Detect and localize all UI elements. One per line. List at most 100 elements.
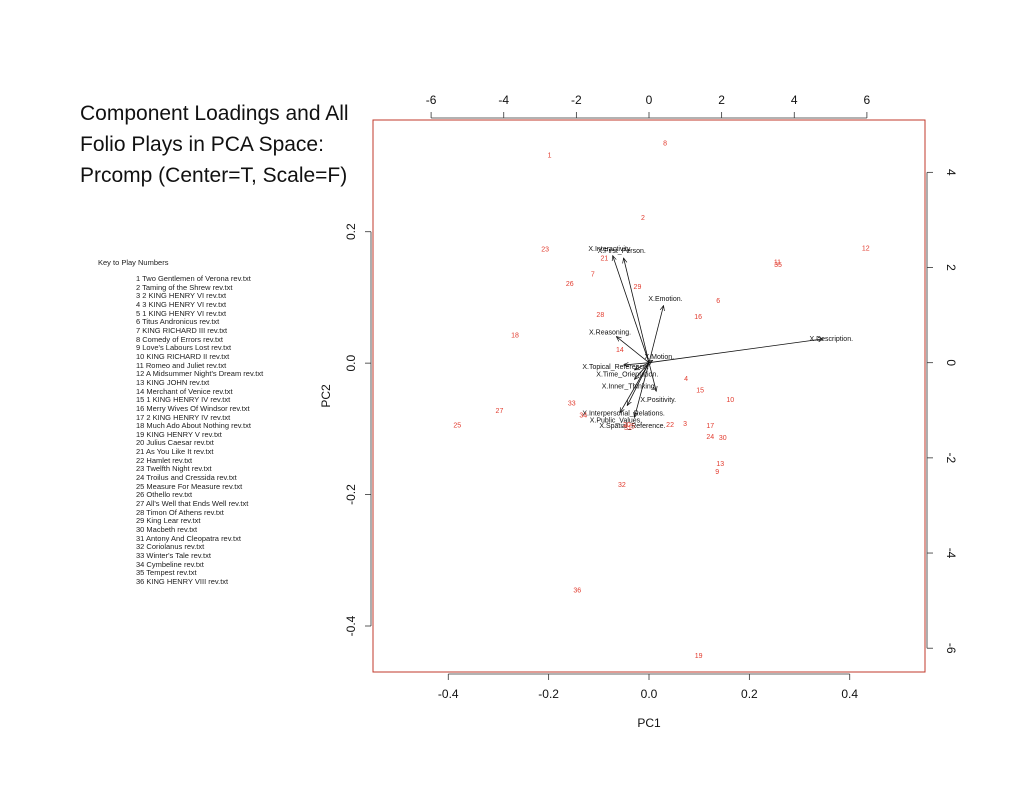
- loading-arrow: [634, 362, 650, 380]
- key-item: 12 A Midsummer Night's Dream rev.txt: [136, 369, 264, 379]
- loading-label: X.Topical_Reference.: [582, 364, 649, 371]
- play-point-label: 5: [631, 424, 635, 431]
- loading-arrow: [624, 363, 650, 365]
- play-point-label: 11: [774, 259, 781, 266]
- top-tick-label: -2: [571, 93, 582, 107]
- play-point-label: 1: [548, 152, 552, 159]
- y-tick-label: -0.4: [344, 615, 358, 636]
- key-item: 22 Hamlet rev.txt: [136, 455, 193, 465]
- play-point-label: 19: [695, 653, 703, 660]
- play-point-label: 20: [623, 422, 631, 429]
- play-point-label: 2: [641, 215, 645, 222]
- key-item: 7 KING RICHARD III rev.txt: [136, 325, 228, 335]
- key-item: 8 Comedy of Errors rev.txt: [136, 334, 223, 344]
- key-item: 19 KING HENRY V rev.txt: [136, 429, 222, 439]
- key-item: 29 King Lear rev.txt: [136, 516, 201, 526]
- y-axis-label: PC2: [319, 384, 333, 408]
- key-item: 18 Much Ado About Nothing rev.txt: [136, 421, 251, 431]
- play-point-label: 4: [684, 376, 688, 383]
- play-point-label: 8: [663, 141, 667, 148]
- key-item: 3 2 KING HENRY VI rev.txt: [136, 291, 227, 301]
- play-point-label: 29: [634, 284, 642, 291]
- x-tick-label: 0.4: [841, 687, 858, 701]
- play-point-label: 21: [600, 256, 608, 263]
- play-point-label: 23: [541, 246, 549, 253]
- key-item: 34 Cymbeline rev.txt: [136, 559, 204, 569]
- play-point-label: 13: [716, 461, 724, 468]
- play-point-label: 7: [591, 271, 595, 278]
- key-item: 9 Love's Labours Lost rev.txt: [136, 343, 232, 353]
- key-item: 35 Tempest rev.txt: [136, 568, 197, 578]
- y-tick-label: 0.0: [344, 354, 358, 371]
- loading-arrow: [634, 362, 650, 418]
- right-tick-label: -4: [944, 548, 958, 559]
- play-point-label: 34: [579, 413, 587, 420]
- loading-arrow: [634, 362, 650, 370]
- loading-arrow: [627, 362, 650, 406]
- play-key-list: 1 Two Gentlemen of Verona rev.txt 2 Tamin…: [136, 274, 264, 587]
- loading-arrow: [613, 256, 650, 363]
- key-item: 16 Merry Wives Of Windsor rev.txt: [136, 403, 250, 413]
- title-line-1: Component Loadings and All: [80, 102, 349, 125]
- play-point-label: 15: [696, 388, 704, 395]
- key-item: 13 KING JOHN rev.txt: [136, 377, 210, 387]
- key-item: 11 Romeo and Juliet rev.txt: [136, 360, 227, 370]
- loading-label: X.Inner_Thinking.: [602, 383, 657, 390]
- loading-label: X.First_Person.: [598, 248, 646, 255]
- key-heading: Key to Play Numbers: [98, 258, 169, 267]
- play-point-label: 14: [616, 347, 624, 354]
- play-point-label: 6: [716, 298, 720, 305]
- loading-arrow: [648, 362, 656, 392]
- key-item: 20 Julius Caesar rev.txt: [136, 438, 214, 448]
- y-tick-label: 0.2: [344, 223, 358, 240]
- x-tick-label: 0.2: [741, 687, 758, 701]
- right-tick-label: 2: [944, 264, 958, 271]
- play-point-label: 9: [715, 469, 719, 476]
- loading-label: X.Emotion.: [648, 296, 682, 303]
- key-item: 14 Merchant of Venice rev.txt: [136, 386, 233, 396]
- top-tick-label: 4: [791, 93, 798, 107]
- key-item: 4 3 KING HENRY VI rev.txt: [136, 299, 227, 309]
- x-tick-label: 0.0: [641, 687, 658, 701]
- loading-arrow: [648, 339, 823, 364]
- key-item: 21 As You Like It rev.txt: [136, 447, 214, 457]
- top-tick-label: -4: [498, 93, 509, 107]
- loading-label: X.Description.: [809, 336, 853, 343]
- play-point-label: 17: [706, 423, 714, 430]
- play-point-label: 33: [568, 401, 576, 408]
- loading-arrow: [649, 360, 653, 362]
- loading-label: X.Public_Values.: [590, 418, 642, 425]
- key-item: 31 Antony And Cleopatra rev.txt: [136, 533, 241, 543]
- key-item: 25 Measure For Measure rev.txt: [136, 481, 243, 491]
- right-tick-label: 4: [944, 169, 958, 176]
- loading-arrow: [624, 258, 650, 363]
- play-point-label: 12: [862, 246, 870, 253]
- play-point-label: 22: [666, 422, 674, 429]
- loading-label: X.Positivity.: [640, 397, 676, 404]
- play-point-label: 35: [774, 262, 782, 269]
- loading-label: X.Interpersonal_Relations.: [582, 411, 665, 418]
- top-tick-label: 6: [864, 93, 871, 107]
- top-tick-label: 2: [718, 93, 725, 107]
- right-tick-label: 0: [944, 359, 958, 366]
- play-point-label: 25: [453, 422, 461, 429]
- play-point-label: 3: [683, 421, 687, 428]
- right-tick-label: -2: [944, 453, 958, 464]
- play-point-label: 18: [511, 332, 519, 339]
- key-item: 10 KING RICHARD II rev.txt: [136, 351, 230, 361]
- y-tick-label: -0.2: [344, 484, 358, 505]
- key-item: 23 Twelfth Night rev.txt: [136, 464, 212, 474]
- x-tick-label: -0.2: [538, 687, 559, 701]
- x-tick-label: -0.4: [438, 687, 459, 701]
- key-item: 28 Timon Of Athens rev.txt: [136, 507, 224, 517]
- loading-arrow: [620, 362, 650, 413]
- key-item: 17 2 KING HENRY IV rev.txt: [136, 412, 231, 422]
- key-item: 30 Macbeth rev.txt: [136, 525, 198, 535]
- key-item: 2 Taming of the Shrew rev.txt: [136, 282, 233, 292]
- loading-label: X.Motion.: [645, 354, 675, 361]
- title-line-3: Prcomp (Center=T, Scale=F): [80, 164, 348, 187]
- loading-arrow: [616, 337, 650, 364]
- right-tick-label: -6: [944, 643, 958, 654]
- key-item: 32 Coriolanus rev.txt: [136, 542, 205, 552]
